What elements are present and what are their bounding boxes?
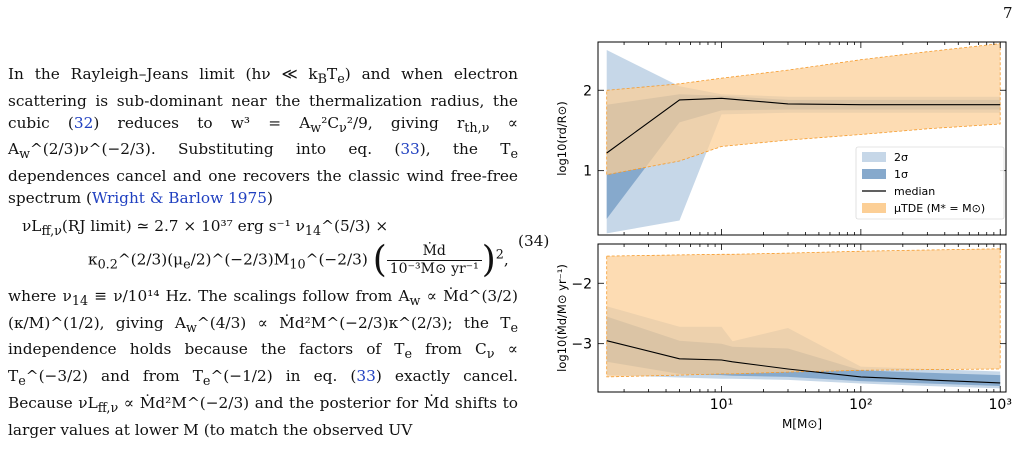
axes-frame xyxy=(597,41,1007,236)
legend-swatch xyxy=(862,152,886,162)
equation-34: νLff,ν(RJ limit) ≃ 2.7 × 10³⁷ erg s⁻¹ ν1… xyxy=(22,216,550,281)
median-line xyxy=(606,97,1001,154)
median-line xyxy=(606,340,1001,384)
x-tick-label: 10¹ xyxy=(710,397,733,413)
axes-frame xyxy=(597,243,1007,393)
equation-number: (34) xyxy=(518,231,550,250)
y-tick-label: 2 xyxy=(583,83,592,99)
figure: 1 2 log10(rd/R⊙) 2σ 1σ median μTDE (M* = M⊙) −… xyxy=(554,41,1012,431)
legend-swatch xyxy=(862,203,886,213)
legend-swatch xyxy=(862,169,886,179)
legend-label: 2σ xyxy=(894,151,908,164)
x-axis-label: M[M⊙] xyxy=(782,417,822,431)
equation-ref-32[interactable]: 32 xyxy=(73,113,94,132)
equation-ref-33b[interactable]: 33 xyxy=(356,367,376,386)
citation-link[interactable]: Wright & Barlow 1975 xyxy=(91,189,267,208)
legend-box xyxy=(855,146,1005,220)
legend-label: μTDE (M* = M⊙) xyxy=(894,202,985,215)
band-tde xyxy=(606,43,1001,176)
paragraph-1: In the Rayleigh–Jeans limit (hν ≪ kBTe) … xyxy=(8,65,518,208)
y-tick-label: −2 xyxy=(571,276,592,292)
x-tick-label: 10³ xyxy=(989,397,1012,413)
legend: 2σ 1σ median μTDE (M* = M⊙) xyxy=(855,146,1005,220)
y-axis-label: log10(Ṁd/M⊙ yr⁻¹) xyxy=(554,264,569,372)
equation-ref-33[interactable]: 33 xyxy=(400,140,420,159)
legend-label: median xyxy=(894,185,935,198)
y-tick-label: −3 xyxy=(571,337,592,353)
paragraph-2: where ν14 ≡ ν/10¹⁴ Hz. The scalings foll… xyxy=(8,286,519,439)
legend-label: 1σ xyxy=(894,168,908,181)
y-axis-label: log10(rd/R⊙) xyxy=(555,101,569,175)
y-tick-label: 1 xyxy=(583,164,592,180)
top-panel: 1 2 log10(rd/R⊙) 2σ 1σ median μTDE (M* = M⊙) xyxy=(555,41,1007,236)
text-column: In the Rayleigh–Jeans limit (hν ≪ kBTe) … xyxy=(8,64,550,442)
x-tick-label: 10² xyxy=(849,397,872,413)
page-number: 7 xyxy=(1003,4,1013,22)
band-tde xyxy=(606,248,1001,378)
